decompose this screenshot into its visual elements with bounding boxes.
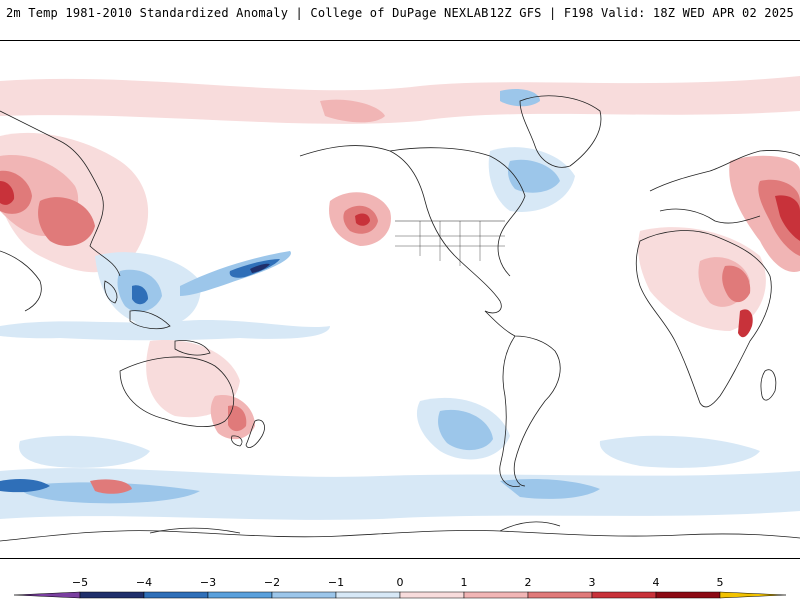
colorbar-tick-label: −5 <box>72 576 88 589</box>
anomaly-shading <box>0 76 800 520</box>
colorbar-bin <box>143 591 209 599</box>
colorbar-bin <box>527 591 593 599</box>
colorbar-tick-label: 1 <box>461 576 468 589</box>
colorbar-bin <box>591 591 657 599</box>
colorbar: −5 −4 −3 −2 −1 0 1 2 3 4 5 <box>13 576 787 599</box>
model-valid-time: 12Z GFS | F198 Valid: 18Z WED APR 02 202… <box>489 6 794 20</box>
colorbar-bin <box>271 591 337 599</box>
colorbar-bin <box>335 591 401 599</box>
colorbar-tick-label: 5 <box>717 576 724 589</box>
colorbar-bin <box>655 591 721 599</box>
colorbar-tick-label: 0 <box>397 576 404 589</box>
colorbar-ticks: −5 −4 −3 −2 −1 0 1 2 3 4 5 <box>72 576 724 589</box>
coastlines <box>0 95 800 542</box>
anomaly-map-canvas <box>0 76 800 542</box>
colorbar-tick-label: −4 <box>136 576 152 589</box>
colorbar-tick-label: 4 <box>653 576 660 589</box>
colorbar-tick-label: 3 <box>589 576 596 589</box>
colorbar-tick-label: −1 <box>328 576 344 589</box>
colorbar-tick-label: −3 <box>200 576 216 589</box>
colorbar-tick-label: −2 <box>264 576 280 589</box>
anomaly-map <box>0 40 800 559</box>
map-title: 2m Temp 1981-2010 Standardized Anomaly |… <box>6 6 489 20</box>
colorbar-tick-label: 2 <box>525 576 532 589</box>
colorbar-min-extend <box>13 591 81 599</box>
colorbar-bin <box>463 591 529 599</box>
colorbar-max-extend <box>719 591 787 599</box>
colorbar-bin <box>79 591 145 599</box>
colorbar-bin <box>399 591 465 599</box>
colorbar-bins <box>13 591 787 599</box>
colorbar-bin <box>207 591 273 599</box>
